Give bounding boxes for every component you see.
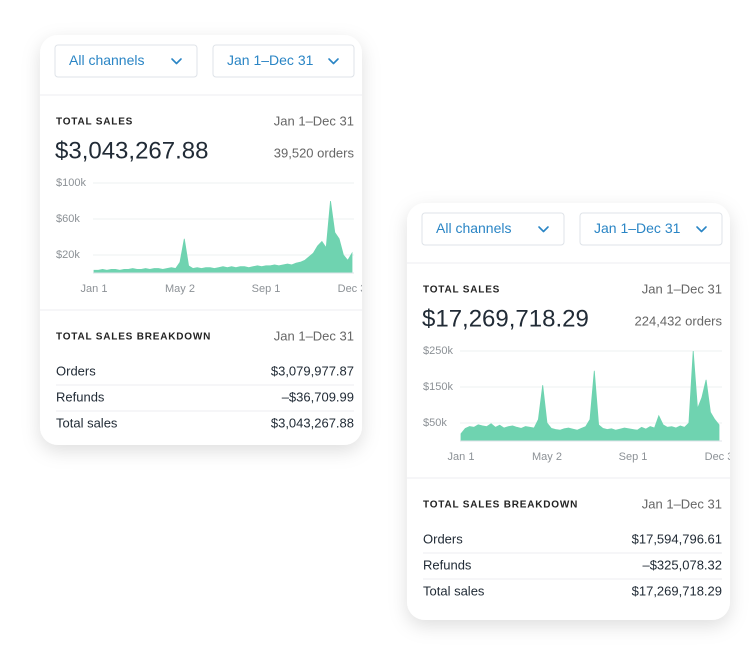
y-tick-label: $20k xyxy=(56,249,80,261)
x-tick-label: Sep 1 xyxy=(252,283,281,295)
card-content: All channels Jan 1–Dec 31 TOTAL SALES Jan 1… xyxy=(407,212,734,598)
card-background xyxy=(40,35,362,445)
row-label: Refunds xyxy=(423,557,472,572)
section-title: TOTAL SALES xyxy=(56,117,133,128)
channel-dropdown[interactable]: All channels xyxy=(421,212,565,246)
y-tick-label: $150k xyxy=(423,381,453,393)
row-label: Orders xyxy=(56,363,96,378)
period: Jan 1–Dec 31 xyxy=(642,281,722,296)
period: Jan 1–Dec 31 xyxy=(274,328,354,343)
dropdown-text: All channels xyxy=(436,220,512,236)
dropdown-text: Jan 1–Dec 31 xyxy=(594,220,681,236)
y-tick-label: $60k xyxy=(56,213,80,225)
row-label: Total sales xyxy=(423,583,485,598)
row-value: $17,269,718.29 xyxy=(632,583,722,598)
x-tick-label: Jan 1 xyxy=(81,283,108,295)
row-label: Orders xyxy=(423,531,463,546)
row-value: $17,594,796.61 xyxy=(632,531,722,546)
card-background xyxy=(407,203,730,620)
row-value: –$325,078.32 xyxy=(642,557,722,572)
order-count: 224,432 orders xyxy=(635,313,723,328)
dropdown-text: Jan 1–Dec 31 xyxy=(227,52,314,68)
x-tick-label: Sep 1 xyxy=(619,451,648,463)
row-value: $3,079,977.87 xyxy=(271,363,354,378)
y-tick-label: $250k xyxy=(423,345,453,357)
section-title: TOTAL SALES BREAKDOWN xyxy=(423,500,578,511)
total-amount: $3,043,267.88 xyxy=(55,137,208,164)
total-amount: $17,269,718.29 xyxy=(422,305,589,332)
dropdown-box xyxy=(212,44,355,78)
dropdown-text: All channels xyxy=(69,52,145,68)
date-dropdown[interactable]: Jan 1–Dec 31 xyxy=(579,212,723,246)
card: All channels Jan 1–Dec 31 TOTAL SALES Jan 1… xyxy=(40,35,367,445)
x-tick-label: May 2 xyxy=(532,451,562,463)
x-tick-label: Dec 3 xyxy=(705,451,734,463)
chevron-icon xyxy=(538,226,549,233)
y-tick-label: $100k xyxy=(56,177,86,189)
y-tick-label: $50k xyxy=(423,417,447,429)
chevron-icon xyxy=(696,226,707,233)
card: All channels Jan 1–Dec 31 TOTAL SALES Jan 1… xyxy=(407,203,734,620)
date-dropdown[interactable]: Jan 1–Dec 31 xyxy=(212,44,355,78)
section-title: TOTAL SALES BREAKDOWN xyxy=(56,332,211,343)
period: Jan 1–Dec 31 xyxy=(274,113,354,128)
row-value: –$36,709.99 xyxy=(282,389,354,404)
x-tick-label: Jan 1 xyxy=(448,451,475,463)
dropdown-box xyxy=(54,44,198,78)
chevron-icon xyxy=(171,58,182,65)
order-count: 39,520 orders xyxy=(274,145,355,160)
period: Jan 1–Dec 31 xyxy=(642,496,722,511)
row-value: $3,043,267.88 xyxy=(271,415,354,430)
sales-area xyxy=(460,350,720,442)
card-content: All channels Jan 1–Dec 31 TOTAL SALES Jan 1… xyxy=(40,44,367,430)
section-title: TOTAL SALES xyxy=(423,285,500,296)
x-tick-label: May 2 xyxy=(165,283,195,295)
dropdown-box xyxy=(579,212,723,246)
channel-dropdown[interactable]: All channels xyxy=(54,44,198,78)
x-tick-label: Dec 3 xyxy=(338,283,367,295)
row-label: Refunds xyxy=(56,389,105,404)
dropdown-box xyxy=(421,212,565,246)
chevron-icon xyxy=(328,58,339,65)
sales-area xyxy=(93,200,353,274)
row-label: Total sales xyxy=(56,415,118,430)
